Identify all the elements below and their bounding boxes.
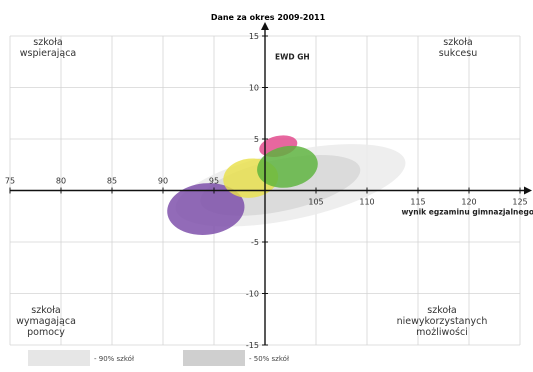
quadrant-label-line: sukcesu xyxy=(439,48,478,59)
legend-swatch xyxy=(183,350,245,366)
quadrant-label-line: możliwości xyxy=(416,327,468,338)
x-tick-label: 80 xyxy=(56,177,66,186)
x-tick-label: 90 xyxy=(158,177,168,186)
y-tick-label: -10 xyxy=(246,290,259,299)
quadrant-label-line: szkoła xyxy=(33,37,62,48)
ellipse-purple xyxy=(167,183,245,235)
quadrant-label-line: szkoła xyxy=(427,305,456,316)
y-tick-label: 10 xyxy=(249,84,259,93)
y-axis-label: EWD GH xyxy=(275,53,310,62)
y-tick-label: -15 xyxy=(246,341,259,350)
x-tick-label: 85 xyxy=(107,177,117,186)
ellipse-green xyxy=(257,145,318,188)
x-axis-arrow xyxy=(524,186,532,195)
quadrant-label-line: szkoła xyxy=(31,305,60,316)
legend-swatch xyxy=(28,350,90,366)
x-tick-label: 115 xyxy=(410,198,425,207)
y-axis-arrow xyxy=(261,22,269,30)
legend-label: - 90% szkół xyxy=(94,355,134,363)
x-tick-label: 105 xyxy=(308,198,323,207)
y-tick-label: 5 xyxy=(254,135,259,144)
ellipses xyxy=(167,135,406,235)
y-tick-label: 15 xyxy=(249,32,259,41)
quadrant-label-line: szkoła xyxy=(443,37,472,48)
legend-label: - 50% szkół xyxy=(249,355,289,363)
quadrant-label-top-left: szkoła wspierająca xyxy=(20,37,76,59)
x-tick-label: 95 xyxy=(209,177,219,186)
quadrant-label-bottom-left: szkoła wymagająca pomocy xyxy=(16,305,76,338)
x-tick-label: 110 xyxy=(359,198,374,207)
quadrant-label-bottom-right: szkoła niewykorzystanych możliwości xyxy=(397,305,488,338)
quadrant-label-line: niewykorzystanych xyxy=(397,316,488,327)
axes xyxy=(9,22,532,346)
x-tick-label: 125 xyxy=(512,198,527,207)
quadrant-label-line: wymagająca xyxy=(16,316,76,327)
quadrant-label-top-right: szkoła sukcesu xyxy=(439,37,478,59)
x-tick-label: 75 xyxy=(5,177,15,186)
legend: - 90% szkół - 50% szkół xyxy=(28,350,289,366)
quadrant-label-line: pomocy xyxy=(27,327,65,338)
y-tick-label: -5 xyxy=(251,238,259,247)
x-tick-label: 120 xyxy=(461,198,476,207)
quadrant-label-line: wspierająca xyxy=(20,48,76,59)
x-axis-label: wynik egzaminu gimnazjalnego xyxy=(401,208,533,217)
chart-title: Dane za okres 2009-2011 xyxy=(211,13,326,22)
